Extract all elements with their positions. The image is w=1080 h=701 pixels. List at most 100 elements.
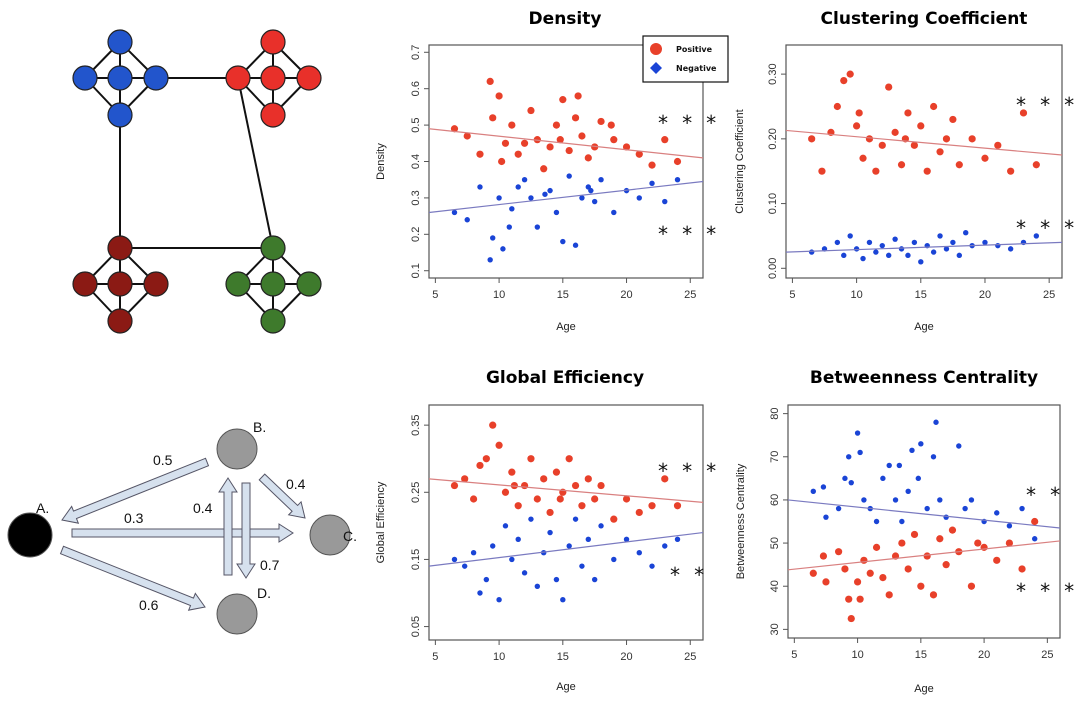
positive-point: [923, 552, 931, 560]
network-node: [260, 308, 286, 334]
positive-point: [673, 157, 682, 166]
significance-label: * * *: [1015, 579, 1075, 603]
negative-point: [860, 255, 866, 262]
x-tick-label: 10: [850, 289, 862, 301]
network-edge: [237, 77, 274, 249]
negative-point: [521, 570, 528, 576]
positive-point: [514, 502, 522, 510]
x-tick-label: 20: [620, 289, 632, 301]
negative-point: [810, 488, 817, 494]
positive-point: [510, 481, 518, 490]
negative-point: [477, 590, 483, 596]
negative-point: [1033, 233, 1040, 239]
positive-point: [661, 475, 669, 483]
positive-point: [552, 468, 561, 476]
network-node: [72, 271, 98, 297]
negative-point: [572, 242, 579, 248]
positive-point: [1019, 109, 1028, 117]
negative-point: [848, 479, 854, 486]
negative-point: [880, 475, 886, 482]
positive-point: [822, 578, 830, 586]
x-tick-label: 25: [684, 289, 696, 301]
positive-point: [571, 114, 580, 122]
network-node: [260, 65, 286, 91]
negative-point: [937, 497, 943, 503]
positive-point: [980, 543, 988, 551]
positive-point: [597, 117, 605, 126]
y-tick-label: 0.3: [410, 190, 422, 205]
negative-point: [496, 597, 502, 603]
positive-point: [501, 488, 510, 496]
chart-title: Density: [529, 9, 602, 29]
y-tick-label: 0.6: [410, 81, 422, 96]
significance-label: * *: [669, 563, 705, 587]
node-b: [216, 428, 258, 470]
negative-point: [963, 229, 969, 236]
positive-point: [546, 143, 554, 151]
x-tick-label: 15: [557, 289, 569, 301]
positive-point: [495, 92, 503, 100]
positive-point: [968, 135, 976, 143]
negative-point: [898, 246, 905, 252]
negative-trend-line: [787, 499, 1061, 529]
positive-point: [853, 578, 862, 586]
y-tick-label: 0.2: [410, 227, 422, 242]
positive-point: [527, 455, 535, 463]
negative-point: [892, 236, 898, 242]
positive-point: [904, 109, 912, 117]
negative-point: [553, 209, 560, 216]
legend-positive-label: Positive: [676, 45, 713, 54]
negative-point: [490, 235, 496, 241]
negative-point: [611, 556, 617, 563]
x-tick-label: 15: [915, 289, 927, 301]
positive-point: [578, 132, 586, 140]
positive-point: [847, 614, 855, 623]
y-tick-label: 0.5: [410, 117, 422, 132]
positive-point: [917, 122, 925, 130]
network-node: [107, 271, 133, 297]
negative-point: [528, 516, 534, 522]
x-tick-label: 10: [493, 651, 505, 663]
y-tick-label: 0.30: [767, 63, 779, 84]
arrow-b-to-c: [258, 473, 306, 519]
positive-point: [885, 591, 893, 599]
x-tick-label: 20: [979, 289, 991, 301]
negative-point: [909, 447, 915, 454]
edge-weight-label: 0.4: [193, 500, 213, 516]
y-tick-label: 40: [769, 580, 781, 592]
negative-point: [835, 505, 842, 512]
positive-point: [818, 167, 826, 175]
significance-label: * * *: [1015, 216, 1075, 240]
negative-point: [649, 563, 655, 569]
positive-point: [872, 167, 880, 175]
positive-point: [891, 128, 899, 136]
network-node: [107, 235, 133, 261]
positive-point: [476, 150, 484, 158]
negative-point: [542, 191, 548, 197]
negative-point: [956, 252, 963, 259]
negative-point: [611, 209, 617, 216]
negative-point: [598, 523, 604, 529]
negative-point: [918, 259, 924, 265]
negative-point: [483, 576, 490, 583]
positive-trend-line: [428, 478, 704, 503]
negative-point: [962, 505, 968, 512]
negative-trend-line: [428, 180, 704, 214]
negative-point: [905, 252, 911, 259]
x-tick-label: 5: [432, 289, 438, 301]
network-node: [296, 65, 322, 91]
positive-point: [622, 143, 631, 151]
network-node: [260, 102, 286, 128]
significance-label: * * *: [657, 222, 717, 246]
negative-trend-line: [785, 241, 1063, 253]
negative-point: [918, 441, 924, 447]
y-tick-label: 0.05: [410, 616, 422, 637]
negative-point: [662, 198, 668, 205]
positive-point: [981, 154, 989, 162]
x-tick-label: 5: [791, 649, 797, 661]
x-tick-label: 15: [915, 649, 927, 661]
negative-point: [560, 597, 566, 603]
x-tick-label: 10: [851, 649, 863, 661]
negative-point: [560, 238, 566, 245]
